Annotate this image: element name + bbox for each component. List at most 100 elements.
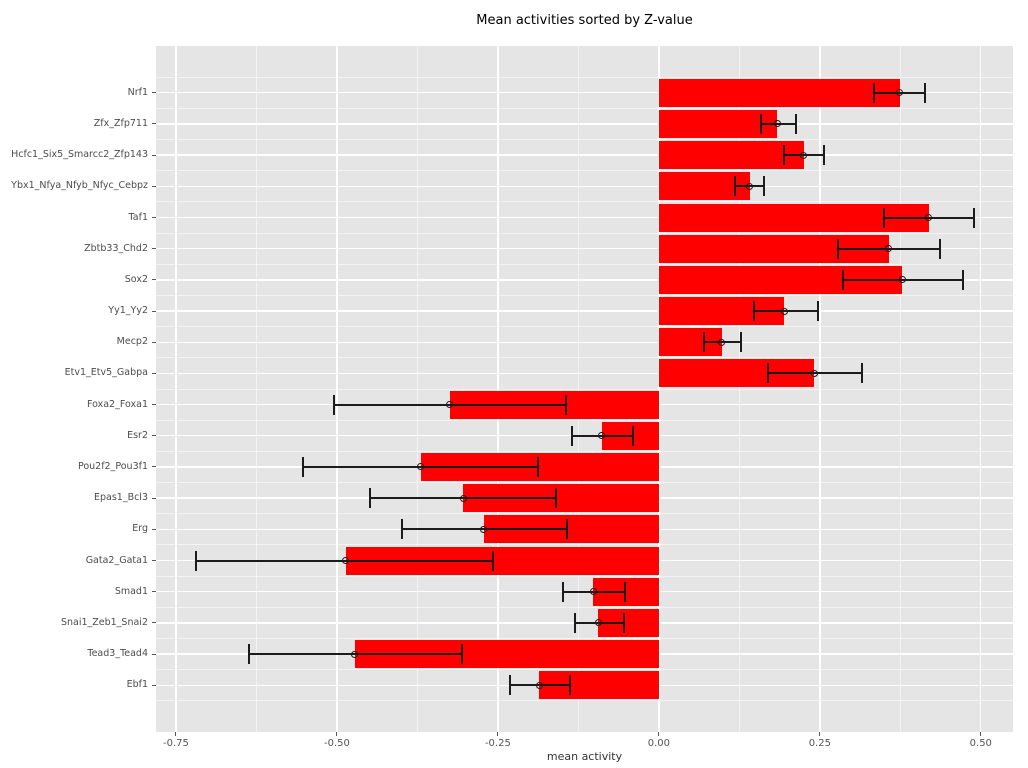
error-cap-left bbox=[561, 581, 564, 602]
y-tick bbox=[152, 217, 156, 218]
y-tick bbox=[152, 622, 156, 624]
mean-point bbox=[800, 151, 808, 159]
mean-point bbox=[459, 494, 467, 502]
x-major-gridline bbox=[336, 46, 338, 732]
y-minor-gridline bbox=[156, 76, 1013, 78]
y-tick bbox=[152, 684, 156, 686]
y-tick-label: Esr2 bbox=[127, 429, 148, 441]
x-tick-label: 0.25 bbox=[808, 738, 831, 749]
error-cap-left bbox=[333, 394, 336, 415]
error-cap-left bbox=[369, 488, 372, 509]
mean-point bbox=[810, 369, 818, 377]
y-minor-gridline bbox=[156, 606, 1013, 608]
x-tick bbox=[497, 732, 499, 736]
x-tick-label: 0.00 bbox=[647, 738, 670, 749]
y-tick bbox=[152, 528, 156, 530]
error-cap-right bbox=[492, 550, 495, 571]
y-tick bbox=[152, 591, 156, 593]
mean-point bbox=[446, 401, 454, 409]
error-cap-right bbox=[565, 394, 568, 415]
y-tick-label: Foxa2_Foxa1 bbox=[86, 398, 148, 410]
y-major-gridline bbox=[156, 216, 1013, 219]
y-minor-gridline bbox=[156, 419, 1013, 421]
error-cap-left bbox=[842, 269, 845, 290]
error-cap-right bbox=[623, 581, 626, 602]
mean-point bbox=[342, 557, 350, 564]
error-cap-right bbox=[740, 332, 743, 353]
bar-Zfx_Zfp711 bbox=[658, 109, 778, 138]
bar-Hcfc1_Six5_Smarcc2_Zfp143 bbox=[658, 141, 804, 170]
y-tick bbox=[152, 248, 156, 250]
y-major-gridline bbox=[156, 123, 1013, 125]
x-major-gridline bbox=[175, 46, 177, 732]
mean-point bbox=[885, 245, 893, 253]
error-cap-left bbox=[760, 113, 763, 134]
mean-point bbox=[746, 182, 754, 190]
x-tick bbox=[819, 732, 821, 736]
error-cap-right bbox=[623, 612, 626, 633]
y-tick-label: Epas1_Bcl3 bbox=[93, 492, 148, 504]
x-major-gridline bbox=[658, 46, 660, 732]
y-tick bbox=[152, 123, 156, 125]
y-tick-label: Snai1_Zeb1_Snai2 bbox=[60, 616, 148, 628]
y-tick-label: Gata2_Gata1 bbox=[85, 554, 148, 566]
error-cap-right bbox=[763, 176, 766, 197]
y-tick-label: Erg bbox=[132, 523, 148, 535]
y-minor-gridline bbox=[156, 482, 1013, 484]
y-tick bbox=[152, 154, 156, 156]
y-tick bbox=[152, 466, 156, 468]
error-cap-right bbox=[460, 644, 463, 665]
x-tick bbox=[336, 732, 338, 736]
y-minor-gridline bbox=[156, 450, 1013, 452]
mean-point bbox=[598, 432, 606, 440]
y-minor-gridline bbox=[156, 544, 1013, 546]
error-cap-right bbox=[632, 425, 635, 446]
error-cap-left bbox=[702, 332, 705, 353]
y-tick bbox=[152, 404, 156, 406]
error-cap-left bbox=[248, 644, 251, 665]
y-tick bbox=[152, 560, 156, 561]
y-tick-label: Pou2f2_Pou3f1 bbox=[77, 460, 148, 472]
y-tick bbox=[152, 372, 156, 374]
mean-point bbox=[896, 89, 904, 97]
y-minor-gridline bbox=[156, 294, 1013, 296]
y-tick-label: Etv1_Etv5_Gabpa bbox=[64, 367, 148, 379]
y-major-gridline bbox=[156, 185, 1013, 187]
mean-point bbox=[925, 214, 933, 221]
mean-point bbox=[535, 681, 543, 689]
error-cap-right bbox=[861, 363, 864, 384]
y-tick-label: Tead3_Tead4 bbox=[87, 648, 148, 660]
error-cap-right bbox=[569, 675, 571, 696]
error-cap-right bbox=[555, 488, 558, 509]
y-minor-gridline bbox=[156, 263, 1013, 265]
y-minor-gridline bbox=[156, 139, 1013, 141]
mean-point bbox=[594, 619, 602, 627]
y-minor-gridline bbox=[156, 575, 1013, 577]
x-major-gridline bbox=[497, 46, 499, 732]
error-cap-right bbox=[938, 238, 941, 259]
error-cap-right bbox=[566, 519, 569, 540]
bar-Nrf1 bbox=[658, 78, 900, 107]
y-minor-gridline bbox=[156, 669, 1013, 671]
x-tick-label: -0.75 bbox=[163, 738, 189, 749]
y-major-gridline bbox=[156, 247, 1013, 250]
x-tick-label: -0.25 bbox=[484, 738, 511, 749]
y-tick-label: Hcfc1_Six5_Smarcc2_Zfp143 bbox=[11, 149, 148, 161]
y-tick bbox=[152, 341, 156, 343]
error-cap-left bbox=[302, 456, 305, 477]
y-minor-gridline bbox=[156, 201, 1013, 203]
error-cap-right bbox=[973, 207, 976, 228]
y-minor-gridline bbox=[156, 513, 1013, 515]
y-tick-label: Nrf1 bbox=[127, 86, 148, 98]
chart-title: Mean activities sorted by Z-value bbox=[476, 13, 693, 28]
x-tick-label: 0.50 bbox=[969, 738, 992, 749]
y-tick-label: Zfx_Zfp711 bbox=[93, 117, 148, 129]
mean-point bbox=[351, 650, 359, 658]
y-tick-label: Zbtb33_Chd2 bbox=[84, 242, 148, 254]
x-major-gridline bbox=[819, 46, 821, 732]
error-cap-left bbox=[733, 176, 736, 197]
error-cap-right bbox=[823, 145, 826, 166]
error-cap-left bbox=[752, 301, 755, 322]
y-tick-label: Ebf1 bbox=[126, 679, 148, 691]
